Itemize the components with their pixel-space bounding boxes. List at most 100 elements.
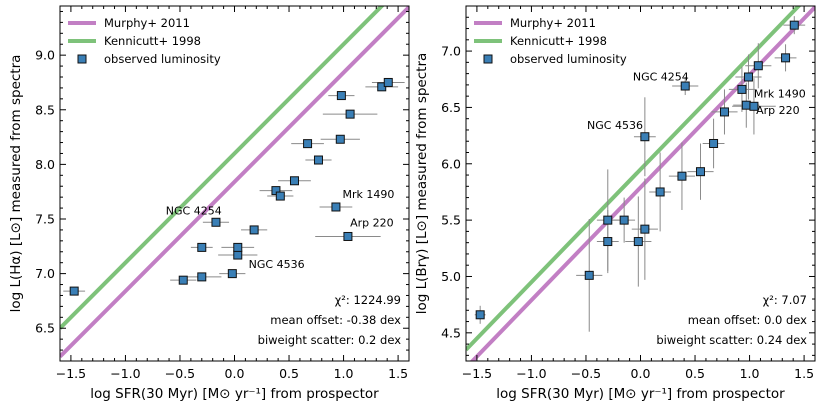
data-point-10 bbox=[275, 191, 285, 201]
y-axis-label: log L(Brγ) [L⊙] measured from spectra bbox=[414, 53, 430, 315]
data-point-7 bbox=[249, 225, 259, 235]
data-point-5 bbox=[633, 237, 643, 247]
data-point-16 bbox=[749, 101, 759, 111]
data-point-3 bbox=[603, 215, 613, 225]
x-tick-label: −0.5 bbox=[571, 366, 601, 381]
relation-line-murphy bbox=[60, 6, 409, 359]
legend-label-murphy: Murphy+ 2011 bbox=[510, 16, 596, 30]
legend-label-observed: observed luminosity bbox=[510, 52, 627, 66]
annotation-label: Arp 220 bbox=[756, 104, 800, 117]
data-point-2 bbox=[197, 272, 207, 282]
data-point-6 bbox=[233, 242, 243, 252]
data-point-18 bbox=[753, 61, 763, 71]
stat-scatter: biweight scatter: 0.24 dex bbox=[656, 333, 807, 347]
legend-marker-observed bbox=[483, 54, 493, 64]
x-tick-label: 1.0 bbox=[334, 366, 354, 381]
legend-label-kennicutt: Kennicutt+ 1998 bbox=[510, 34, 607, 48]
x-tick-label: −1.5 bbox=[462, 366, 492, 381]
data-point-20 bbox=[383, 77, 393, 87]
data-point-4 bbox=[619, 215, 629, 225]
y-tick-label: 5.0 bbox=[441, 269, 461, 284]
annotation-label: NGC 4254 bbox=[166, 205, 222, 218]
legend-label-kennicutt: Kennicutt+ 1998 bbox=[104, 34, 201, 48]
x-tick-label: −0.5 bbox=[165, 366, 195, 381]
y-tick-label: 7.0 bbox=[441, 44, 461, 59]
data-point-11 bbox=[719, 107, 729, 117]
stat-mean-offset: mean offset: -0.38 dex bbox=[270, 313, 401, 327]
plot-area bbox=[466, 6, 815, 361]
data-point-20 bbox=[789, 20, 799, 30]
data-point-8 bbox=[677, 171, 687, 181]
data-point-4 bbox=[233, 250, 243, 260]
annotation-label: Mrk 1490 bbox=[342, 188, 394, 201]
data-point-12 bbox=[640, 132, 650, 142]
data-point-5 bbox=[197, 242, 207, 252]
data-point-17 bbox=[345, 109, 355, 119]
x-tick-label: 0.5 bbox=[279, 366, 299, 381]
y-tick-label: 5.5 bbox=[441, 213, 461, 228]
x-tick-label: 0.0 bbox=[631, 366, 651, 381]
data-point-12 bbox=[313, 155, 323, 165]
annotation-label: NGC 4536 bbox=[587, 119, 643, 132]
data-point-0 bbox=[69, 286, 79, 296]
data-point-0 bbox=[475, 310, 485, 320]
x-axis-label: log SFR(30 Myr) [M⊙ yr⁻¹] from prospecto… bbox=[90, 386, 379, 402]
data-point-17 bbox=[743, 72, 753, 82]
x-tick-label: −1.0 bbox=[110, 366, 140, 381]
stat-scatter: biweight scatter: 0.2 dex bbox=[258, 333, 402, 347]
data-point-8 bbox=[211, 217, 221, 227]
y-tick-label: 8.5 bbox=[35, 102, 55, 117]
halpha-panel: NGC 4254 NGC 4536 Mrk 1490 Arp 220 −1.5 −1.0 −… bbox=[8, 5, 410, 402]
y-tick-label: 6.5 bbox=[35, 321, 55, 336]
data-point-16 bbox=[343, 231, 353, 241]
data-point-14 bbox=[335, 134, 345, 144]
data-point-15 bbox=[331, 202, 341, 212]
annotation-label: NGC 4536 bbox=[249, 258, 305, 271]
annotation-label: Arp 220 bbox=[350, 217, 394, 230]
data-point-15 bbox=[741, 100, 751, 110]
data-point-1 bbox=[584, 270, 594, 280]
brgamma-panel: NGC 4254 NGC 4536 Mrk 1490 Arp 220 −1.5 −1.0 −… bbox=[414, 5, 816, 402]
stat-chi2: χ²: 1224.99 bbox=[335, 293, 401, 307]
data-point-11 bbox=[289, 176, 299, 186]
x-tick-label: 1.5 bbox=[388, 366, 408, 381]
data-point-2 bbox=[603, 237, 613, 247]
data-point-19 bbox=[781, 53, 791, 63]
relation-line-kennicutt bbox=[466, 6, 802, 352]
data-point-6 bbox=[640, 224, 650, 234]
annotation-label: Mrk 1490 bbox=[754, 87, 806, 100]
x-axis-label: log SFR(30 Myr) [M⊙ yr⁻¹] from prospecto… bbox=[496, 386, 785, 402]
relation-line-kennicutt bbox=[60, 6, 385, 330]
data-point-3 bbox=[227, 269, 237, 279]
y-axis-label: log L(Hα) [L⊙] measured from spectra bbox=[8, 55, 24, 313]
legend-label-observed: observed luminosity bbox=[104, 52, 221, 66]
data-point-13 bbox=[303, 139, 313, 149]
data-point-10 bbox=[709, 138, 719, 148]
x-tick-label: 1.5 bbox=[794, 366, 814, 381]
data-point-13 bbox=[680, 81, 690, 91]
y-tick-label: 4.5 bbox=[441, 325, 461, 340]
data-point-7 bbox=[655, 187, 665, 197]
y-tick-label: 7.5 bbox=[35, 212, 55, 227]
data-point-18 bbox=[336, 91, 346, 101]
y-tick-label: 6.5 bbox=[441, 100, 461, 115]
x-tick-label: −1.0 bbox=[516, 366, 546, 381]
legend-marker-observed bbox=[77, 54, 87, 64]
y-tick-label: 9.0 bbox=[35, 48, 55, 63]
stat-chi2: χ²: 7.07 bbox=[763, 293, 807, 307]
y-tick-label: 6.0 bbox=[441, 156, 461, 171]
y-tick-label: 8.0 bbox=[35, 157, 55, 172]
x-tick-label: 0.5 bbox=[685, 366, 705, 381]
legend-label-murphy: Murphy+ 2011 bbox=[104, 16, 190, 30]
x-tick-label: −1.5 bbox=[56, 366, 86, 381]
data-point-14 bbox=[737, 84, 747, 94]
y-tick-label: 7.0 bbox=[35, 266, 55, 281]
annotation-label: NGC 4254 bbox=[633, 70, 689, 83]
data-point-9 bbox=[695, 167, 705, 177]
data-point-1 bbox=[178, 275, 188, 285]
plot-area bbox=[60, 6, 409, 359]
x-tick-label: 0.0 bbox=[225, 366, 245, 381]
stat-mean-offset: mean offset: 0.0 dex bbox=[688, 313, 807, 327]
x-tick-label: 1.0 bbox=[740, 366, 760, 381]
